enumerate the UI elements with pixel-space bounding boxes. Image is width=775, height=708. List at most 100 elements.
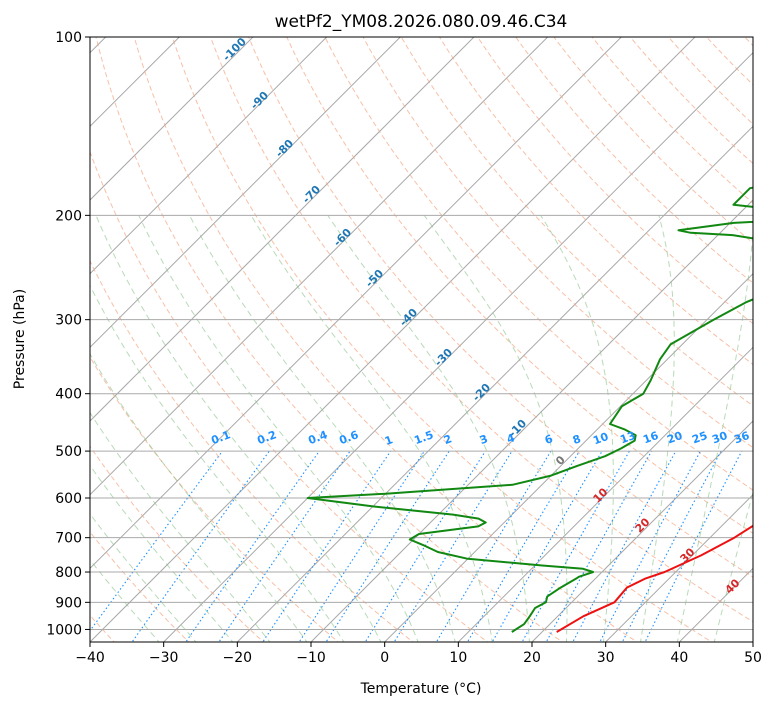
y-tick-label: 100	[55, 30, 82, 46]
x-tick-label: 20	[523, 650, 541, 666]
moist-adiabat	[250, 215, 493, 642]
mixing-ratio-line	[364, 450, 486, 642]
moist-adiabat	[639, 215, 675, 642]
mixing-ratio-label: 1.5	[412, 428, 435, 447]
mixing-ratio-label: 1	[383, 433, 395, 448]
isotherm	[383, 272, 753, 642]
series-temperature	[556, 524, 753, 633]
moist-adiabat	[90, 411, 271, 642]
x-axis-title: Temperature (°C)	[360, 681, 482, 697]
isotherm	[90, 37, 623, 570]
dry-adiabat-label: -50	[363, 267, 386, 290]
dry-adiabat	[400, 37, 753, 407]
dry-adiabat	[133, 37, 638, 642]
mixing-ratio-line	[621, 450, 722, 642]
y-tick-label: 900	[55, 595, 82, 611]
mixing-ratio-label: 3	[478, 432, 490, 447]
y-tick-label: 600	[55, 491, 82, 507]
x-tick-label: 40	[670, 650, 688, 666]
moist-adiabat-label: 10	[591, 485, 611, 505]
dry-adiabat-label: -60	[331, 226, 354, 249]
moist-adiabat-label: 40	[723, 576, 743, 596]
x-tick-label: −10	[296, 650, 326, 666]
pressure-grid	[90, 37, 753, 630]
isotherm	[604, 493, 753, 642]
mixing-ratio-label: 6	[543, 432, 555, 447]
mixing-ratio-label: 2	[442, 432, 454, 447]
dry-adiabat	[90, 356, 340, 642]
dry-adiabat-label: -80	[273, 137, 296, 160]
y-tick-label: 300	[55, 313, 82, 329]
moist-adiabat	[327, 215, 530, 642]
dry-adiabat-label: -90	[248, 89, 271, 112]
y-tick-label: 200	[55, 208, 82, 224]
dry-adiabat	[90, 259, 414, 642]
y-tick-label: 700	[55, 531, 82, 547]
chart-title: wetPf2_YM08.2026.080.09.46.C34	[275, 12, 568, 32]
moist-adiabat	[189, 215, 456, 642]
dry-adiabat	[248, 37, 753, 578]
x-tick-label: 50	[744, 650, 762, 666]
dry-adiabat	[324, 37, 753, 491]
y-tick-label: 500	[55, 444, 82, 460]
x-tick-label: 10	[449, 650, 467, 666]
grid-lines	[90, 37, 753, 642]
dry-adiabat	[90, 531, 190, 642]
isotherm	[90, 37, 475, 422]
mixing-ratio-label: 30	[710, 429, 729, 447]
x-tick-label: −20	[223, 650, 253, 666]
axes: −40 −30 −20 −10 0 10 20 30 40 50 1000 900 800 700 600 5…	[46, 30, 762, 666]
x-tick-label: −40	[75, 650, 105, 666]
moist-adiabat	[423, 215, 568, 642]
isotherm	[90, 37, 181, 128]
dry-adiabat	[90, 445, 265, 642]
moist-adiabat	[540, 215, 614, 642]
dry-adiabat	[286, 37, 753, 534]
moist-adiabats	[90, 215, 753, 642]
dry-adiabat-label: -70	[300, 183, 323, 206]
dry-adiabat-label: -100	[220, 35, 249, 64]
plot-area: -100-90-80-70-60-50-40-30-20-1000.1 0.2 0.…	[90, 24, 775, 645]
dry-adiabat	[515, 37, 753, 284]
dry-adiabat	[770, 24, 775, 645]
mixing-ratio-label: 36	[732, 429, 751, 447]
isotherm	[90, 37, 254, 201]
isotherm	[90, 37, 549, 496]
moist-adiabat-label: 20	[633, 515, 653, 535]
dry-adiabat	[171, 37, 713, 642]
x-tick-label: 30	[597, 650, 615, 666]
mixing-ratio-line	[185, 450, 320, 642]
line-labels: -100-90-80-70-60-50-40-30-20-1000.1 0.2 0.…	[209, 35, 751, 597]
sounding-lines	[306, 186, 753, 633]
isotherm	[90, 37, 696, 642]
mixing-ratio-line	[90, 450, 223, 632]
mixing-ratio-label: 16	[641, 429, 660, 447]
y-axis-title: Pressure (hPa)	[12, 289, 28, 389]
y-tick-label: 1000	[46, 622, 82, 638]
series-dewpoint	[306, 186, 753, 633]
mixing-ratio-label: 20	[665, 429, 684, 447]
isotherm	[162, 51, 753, 642]
isotherm	[236, 125, 753, 642]
y-tick-label: 400	[55, 387, 82, 403]
dry-adiabat-label: -40	[397, 306, 420, 329]
mixing-ratio-line	[131, 450, 270, 642]
dry-adiabat	[90, 150, 489, 642]
dry-adiabat	[438, 37, 753, 366]
isotherm	[531, 420, 753, 642]
mixing-ratio-line	[572, 450, 677, 642]
mixing-ratio-label: 25	[690, 429, 709, 446]
mixing-ratio-label: 8	[571, 432, 583, 447]
mixing-ratio-line	[644, 450, 743, 642]
dry-adiabat-label: -20	[470, 381, 493, 404]
dry-adiabat	[629, 37, 753, 165]
x-tick-label: −30	[149, 650, 179, 666]
isotherm	[457, 346, 753, 642]
x-tick-label: 0	[380, 650, 389, 666]
mixing-ratio-label: 0.1	[209, 428, 232, 447]
isotherm	[752, 641, 753, 642]
mixing-ratio-lines	[90, 450, 743, 642]
dry-adiabat	[362, 37, 753, 449]
mixing-ratio-line	[218, 450, 351, 642]
dry-adiabat	[744, 37, 753, 47]
